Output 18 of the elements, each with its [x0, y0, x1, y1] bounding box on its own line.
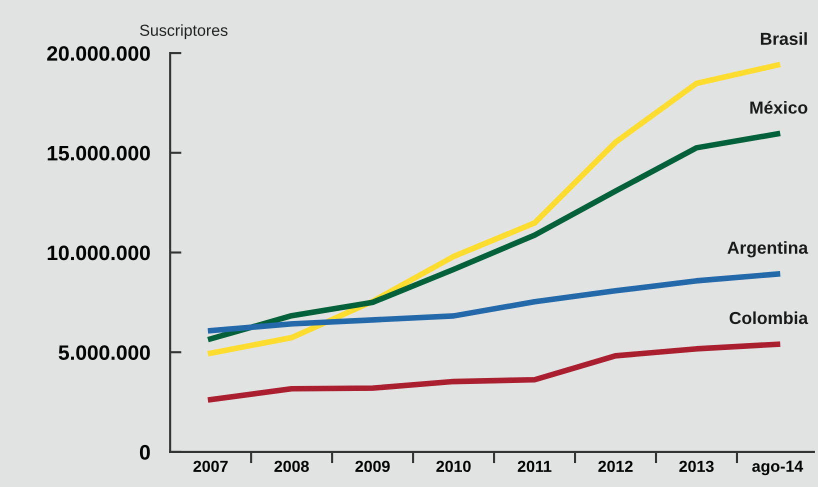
y-axis-title: Suscriptores — [140, 24, 228, 40]
x-tick-label: 2013 — [679, 460, 714, 472]
series-label: Brasil — [760, 32, 807, 45]
series-label: México — [750, 100, 808, 114]
y-tick-label: 10.000.000 — [48, 246, 150, 260]
y-tick-label: 0 — [140, 444, 150, 460]
x-tick-label: 2008 — [274, 460, 309, 472]
x-tick-label: 2007 — [193, 460, 228, 472]
y-tick-label: 20.000.000 — [47, 46, 150, 61]
x-tick-label: 2011 — [518, 460, 552, 472]
y-tick-label: 5.000.000 — [58, 345, 150, 360]
x-tick-label: ago-14 — [752, 460, 804, 476]
x-tick-label: 2009 — [355, 460, 390, 472]
series-label: Argentina — [727, 241, 808, 258]
x-tick-label: 2012 — [598, 460, 633, 472]
y-tick-label: 15.000.000 — [48, 146, 150, 161]
series-label: Colombia — [730, 311, 808, 324]
x-tick-label: 2010 — [436, 460, 471, 472]
